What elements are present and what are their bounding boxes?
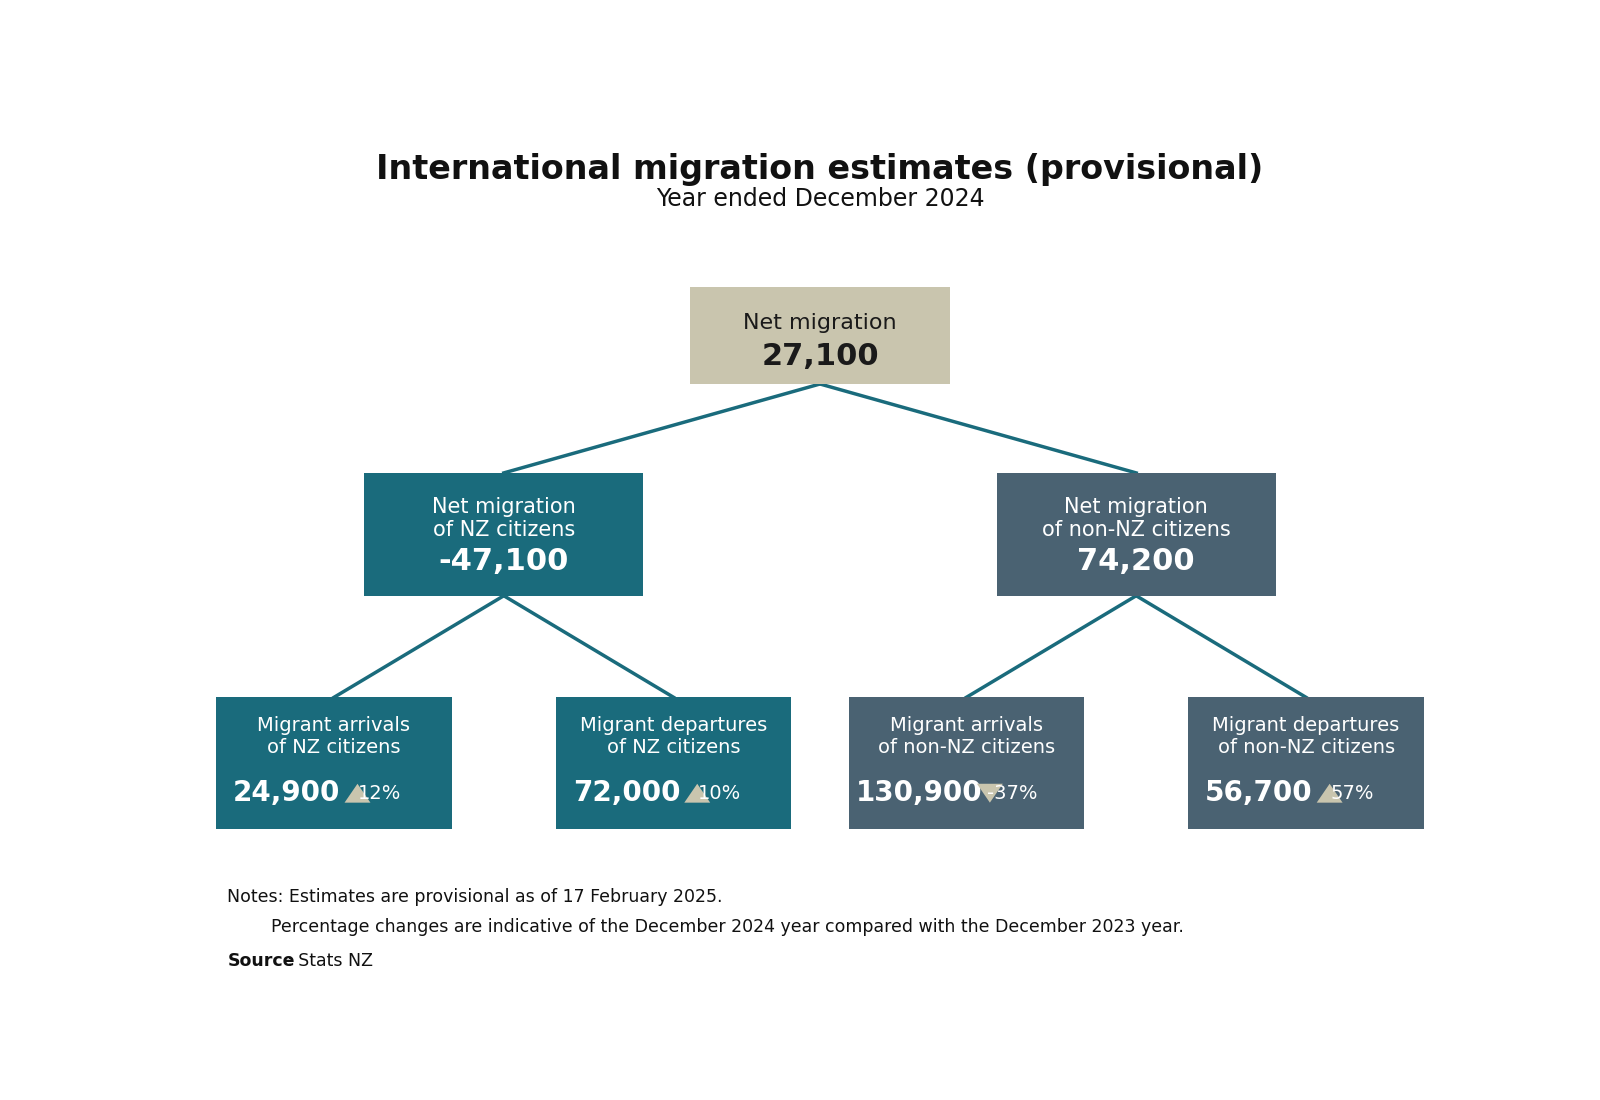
Text: Notes: Estimates are provisional as of 17 February 2025.: Notes: Estimates are provisional as of 1… bbox=[227, 888, 723, 905]
Polygon shape bbox=[978, 784, 1003, 803]
Text: 57%: 57% bbox=[1330, 783, 1374, 803]
Text: Migrant departures
of non-NZ citizens: Migrant departures of non-NZ citizens bbox=[1213, 716, 1400, 757]
Text: Percentage changes are indicative of the December 2024 year compared with the De: Percentage changes are indicative of the… bbox=[227, 918, 1184, 936]
Text: 12%: 12% bbox=[358, 783, 402, 803]
Text: 27,100: 27,100 bbox=[762, 342, 878, 371]
Text: Source: Source bbox=[227, 952, 294, 970]
FancyBboxPatch shape bbox=[997, 473, 1275, 596]
Text: 56,700: 56,700 bbox=[1205, 779, 1312, 807]
Text: Net migration: Net migration bbox=[742, 312, 898, 332]
FancyBboxPatch shape bbox=[216, 697, 451, 828]
Polygon shape bbox=[685, 784, 710, 803]
Text: Year ended December 2024: Year ended December 2024 bbox=[656, 187, 984, 211]
Text: Migrant departures
of NZ citizens: Migrant departures of NZ citizens bbox=[581, 716, 768, 757]
Text: 130,900: 130,900 bbox=[856, 779, 982, 807]
FancyBboxPatch shape bbox=[555, 697, 792, 828]
FancyBboxPatch shape bbox=[1189, 697, 1424, 828]
Text: Net migration
of non-NZ citizens: Net migration of non-NZ citizens bbox=[1042, 497, 1230, 540]
Text: Net migration
of NZ citizens: Net migration of NZ citizens bbox=[432, 497, 576, 540]
Polygon shape bbox=[1317, 784, 1342, 803]
Text: -47,100: -47,100 bbox=[438, 547, 570, 575]
Text: : Stats NZ: : Stats NZ bbox=[286, 952, 373, 970]
Text: Migrant arrivals
of NZ citizens: Migrant arrivals of NZ citizens bbox=[258, 716, 411, 757]
FancyBboxPatch shape bbox=[690, 287, 950, 384]
Text: 72,000: 72,000 bbox=[573, 779, 680, 807]
Text: 74,200: 74,200 bbox=[1077, 547, 1195, 575]
Polygon shape bbox=[344, 784, 371, 803]
Text: 10%: 10% bbox=[698, 783, 741, 803]
FancyBboxPatch shape bbox=[365, 473, 643, 596]
Text: 24,900: 24,900 bbox=[234, 779, 341, 807]
Text: -37%: -37% bbox=[987, 783, 1037, 803]
Text: International migration estimates (provisional): International migration estimates (provi… bbox=[376, 153, 1264, 186]
FancyBboxPatch shape bbox=[848, 697, 1085, 828]
Text: Migrant arrivals
of non-NZ citizens: Migrant arrivals of non-NZ citizens bbox=[878, 716, 1054, 757]
